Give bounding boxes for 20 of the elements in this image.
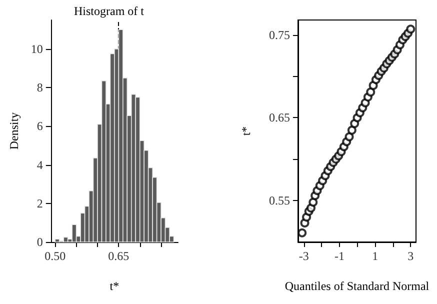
y-axis-title: t* xyxy=(239,126,253,136)
x-tick-label: -1 xyxy=(334,249,344,263)
y-tick-label: 10 xyxy=(30,42,43,56)
y-tick-label: 0.65 xyxy=(269,110,290,125)
x-tick-label: 0.65 xyxy=(108,249,130,263)
y-tick-label: 0.75 xyxy=(269,28,290,42)
x-axis-title: t* xyxy=(110,279,120,293)
y-axis-title: Density xyxy=(7,112,21,150)
x-tick-label: 3 xyxy=(408,249,414,263)
x-tick-label: 0.50 xyxy=(44,249,66,263)
chart-title: Histogram of t xyxy=(74,4,145,18)
x-axis-title: Quantiles of Standard Normal xyxy=(284,279,430,293)
y-tick-label: 4 xyxy=(36,158,43,172)
y-tick-label: 0.55 xyxy=(269,194,290,208)
y-tick-label: 8 xyxy=(36,80,43,95)
y-tick-label: 6 xyxy=(36,119,43,134)
y-tick-label: 0 xyxy=(36,235,43,249)
x-tick-label: -3 xyxy=(298,249,309,263)
y-tick-label: 2 xyxy=(36,196,43,210)
x-tick-label: 1 xyxy=(372,249,378,263)
